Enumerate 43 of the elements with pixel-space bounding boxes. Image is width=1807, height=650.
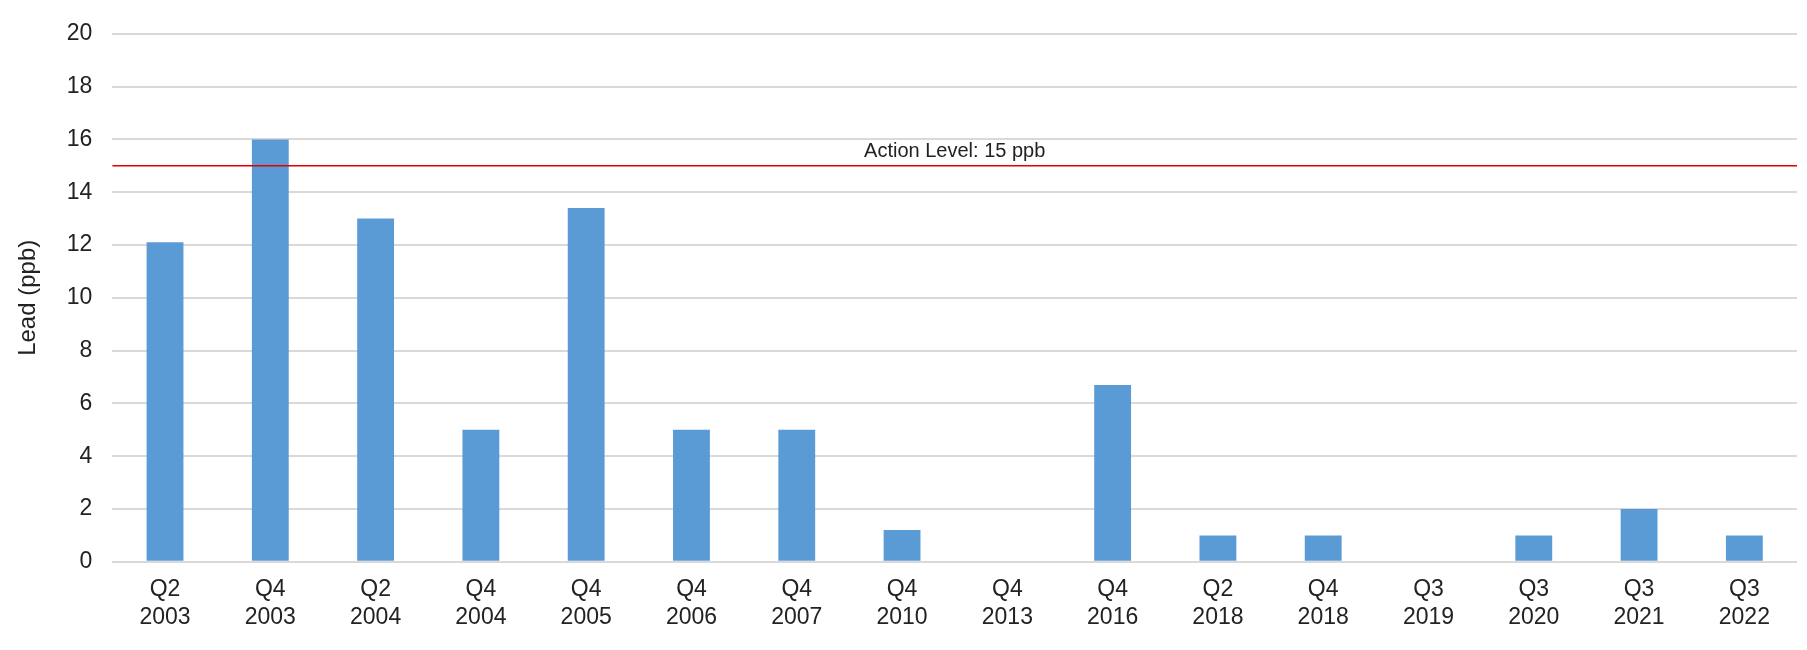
y-axis-title: Lead (ppb) xyxy=(13,239,41,356)
x-tick-label: Q4 2006 xyxy=(665,574,718,629)
x-tick-label: Q3 2020 xyxy=(1508,574,1560,629)
bar xyxy=(1515,535,1553,561)
x-tick-label: Q3 2019 xyxy=(1402,574,1455,629)
bar xyxy=(673,429,710,561)
x-tick-label: Q3 2022 xyxy=(1718,574,1770,629)
x-tick-label: Q4 2016 xyxy=(1087,574,1139,629)
bar xyxy=(1094,384,1132,561)
bar xyxy=(778,429,816,561)
x-tick-label: Q4 2003 xyxy=(244,574,296,629)
y-tick-label: 0 xyxy=(79,547,93,574)
x-tick-label: Q4 2010 xyxy=(876,574,928,629)
ref-line-label: Action Level: 15 ppb xyxy=(864,139,1046,162)
bar xyxy=(462,429,500,561)
y-tick-label: 20 xyxy=(66,19,93,46)
x-tick-label: Q4 2007 xyxy=(771,574,823,629)
y-tick-label: 8 xyxy=(79,335,93,362)
bar xyxy=(1620,509,1658,561)
x-tick-label: Q3 2021 xyxy=(1613,574,1665,629)
x-tick-label: Q4 2004 xyxy=(455,574,507,629)
bar xyxy=(567,208,605,561)
bar xyxy=(1199,535,1237,561)
y-tick-label: 4 xyxy=(79,441,93,468)
x-tick-label: Q4 2005 xyxy=(560,574,612,629)
bar xyxy=(146,242,184,561)
y-tick-label: 6 xyxy=(79,388,93,415)
bar xyxy=(1304,535,1342,561)
x-tick-label: Q2 2018 xyxy=(1192,574,1244,629)
bar xyxy=(251,139,289,561)
y-tick-label: 14 xyxy=(66,177,93,204)
x-tick-label: Q4 2018 xyxy=(1297,574,1349,629)
x-tick-label: Q4 2013 xyxy=(981,574,1033,629)
x-tick-label: Q2 2004 xyxy=(350,574,402,629)
y-tick-label: 12 xyxy=(66,230,93,257)
y-tick-label: 18 xyxy=(66,71,93,98)
bar xyxy=(357,218,395,561)
y-tick-label: 16 xyxy=(66,124,93,151)
y-tick-label: 10 xyxy=(66,283,93,310)
bar xyxy=(1725,535,1763,561)
bar xyxy=(883,530,921,561)
y-tick-label: 2 xyxy=(79,494,93,521)
x-tick-label: Q2 2003 xyxy=(139,574,191,629)
